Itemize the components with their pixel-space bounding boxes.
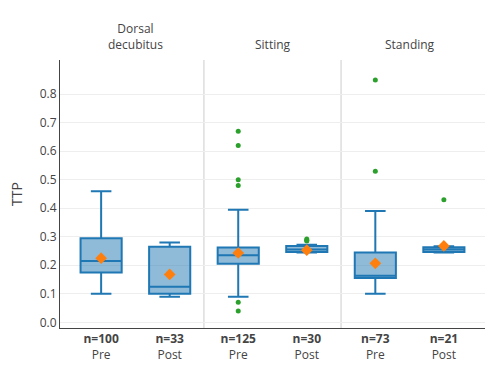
svg-text:n=73Pre: n=73Pre — [361, 330, 390, 363]
svg-text:0.5: 0.5 — [40, 171, 57, 188]
svg-text:0.0: 0.0 — [40, 314, 57, 331]
svg-text:0.2: 0.2 — [40, 256, 57, 273]
svg-text:n=21Post: n=21Post — [430, 330, 458, 363]
svg-text:Sitting: Sitting — [255, 36, 291, 53]
svg-text:n=33Post: n=33Post — [155, 330, 184, 363]
svg-text:n=100Pre: n=100Pre — [83, 330, 118, 363]
svg-text:Dorsaldecubitus: Dorsaldecubitus — [108, 20, 163, 53]
svg-text:0.3: 0.3 — [40, 228, 57, 245]
svg-text:Standing: Standing — [385, 36, 435, 53]
svg-text:n=30Post: n=30Post — [293, 330, 322, 363]
svg-text:0.6: 0.6 — [40, 142, 57, 159]
svg-text:n=125Pre: n=125Pre — [221, 330, 256, 363]
svg-text:TTP: TTP — [7, 182, 26, 206]
svg-text:0.8: 0.8 — [40, 85, 57, 102]
svg-text:0.7: 0.7 — [40, 114, 57, 131]
svg-text:0.1: 0.1 — [40, 285, 57, 302]
svg-text:0.4: 0.4 — [40, 199, 57, 216]
